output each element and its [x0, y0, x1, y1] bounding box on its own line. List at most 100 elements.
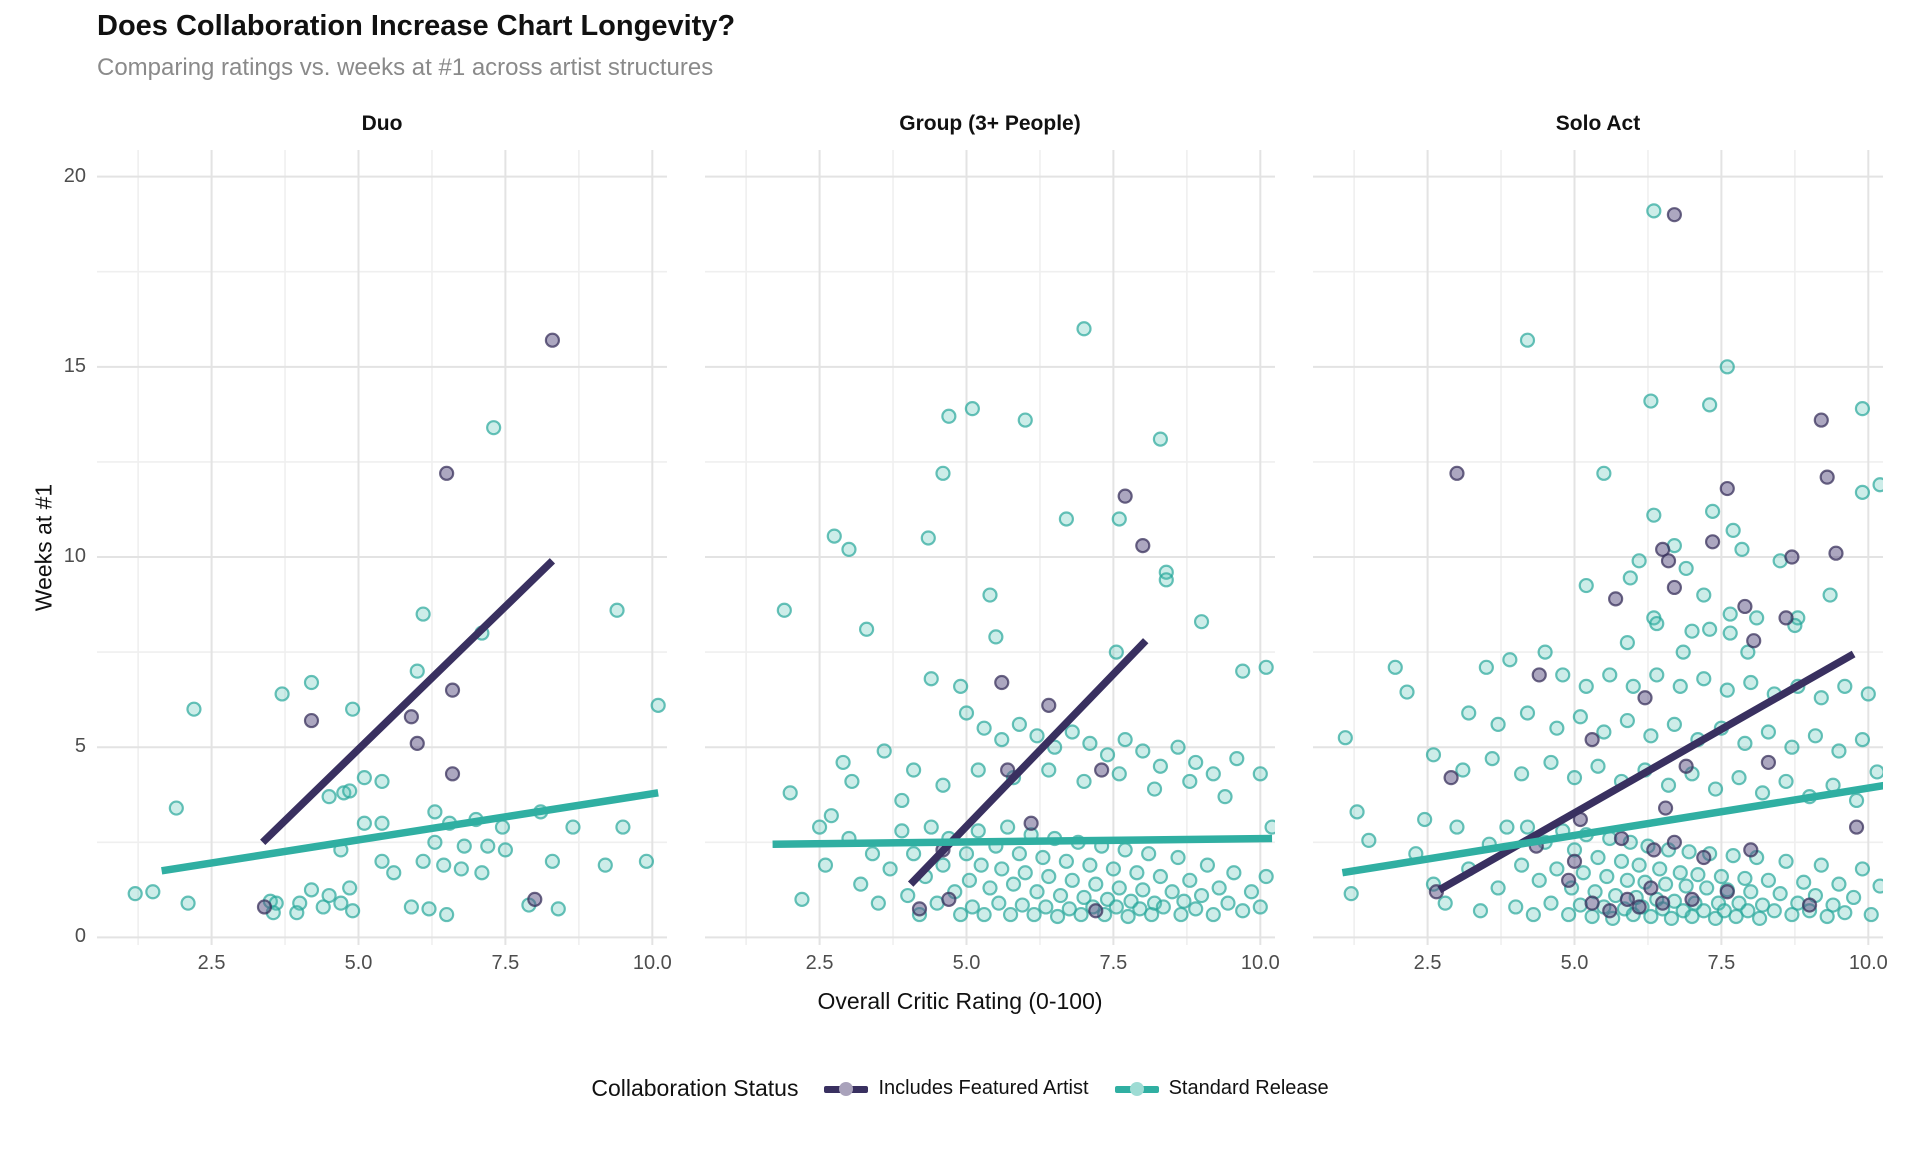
standard-release-point [1678, 878, 1694, 894]
standard-release-point [1217, 789, 1233, 805]
standard-release-point [1719, 359, 1735, 375]
standard-release-point [386, 865, 402, 881]
standard-release-point [1170, 849, 1186, 866]
standard-release-point [1813, 690, 1829, 706]
standard-release-point [794, 891, 810, 907]
standard-release-point [1105, 861, 1122, 877]
standard-release-point [1754, 897, 1771, 913]
standard-release-point [1578, 577, 1594, 594]
standard-release-point [1152, 758, 1169, 774]
standard-release-point [415, 853, 431, 869]
featured-artist-point [1602, 903, 1618, 919]
standard-release-point [1472, 903, 1489, 919]
standard-release-point [1643, 908, 1659, 925]
chart-subtitle: Comparing ratings vs. weeks at #1 across… [97, 54, 714, 81]
standard-release-point [415, 606, 431, 622]
standard-release-point [1387, 659, 1403, 675]
scatter-panel-duo [97, 150, 667, 945]
featured-artist-point [1646, 842, 1662, 858]
standard-release-point [494, 819, 511, 835]
standard-release-point [1743, 884, 1759, 900]
featured-artist-point [1637, 690, 1653, 706]
standard-release-point [1696, 903, 1712, 919]
standard-release-point [1537, 644, 1553, 660]
standard-release-point [1872, 878, 1888, 894]
standard-release-point [1129, 865, 1145, 881]
standard-release-point [1049, 908, 1066, 925]
standard-release-point [427, 804, 443, 820]
featured-artist-point [303, 712, 320, 729]
standard-release-point [321, 789, 337, 805]
standard-release-point [941, 408, 957, 424]
y-tick-label: 0 [74, 925, 86, 948]
scatter-panel-solo [1313, 150, 1888, 945]
standard-release-point [973, 857, 989, 873]
standard-release-point [1449, 819, 1465, 835]
standard-release-point [1041, 762, 1057, 778]
standard-release-point [1854, 731, 1871, 748]
standard-release-point [615, 819, 631, 835]
featured-artist-key-icon [824, 1076, 869, 1102]
standard-release-point [1120, 908, 1136, 925]
standard-release-point [1649, 667, 1665, 683]
standard-release-point [1622, 570, 1638, 586]
standard-release-point [1731, 770, 1747, 786]
standard-release-point [1076, 889, 1092, 906]
standard-release-point [923, 819, 939, 835]
featured-artist-point [1660, 553, 1677, 569]
standard-release-point [1531, 872, 1547, 888]
standard-release-point [1590, 758, 1606, 774]
facet-strip-duo: Duo [361, 112, 403, 135]
standard-release-point [1337, 730, 1353, 746]
standard-release-point [1561, 906, 1577, 923]
y-axis-title: Weeks at #1 [30, 483, 57, 612]
standard-release-point [1631, 857, 1647, 873]
standard-release-point [650, 697, 666, 713]
standard-release-point [906, 846, 922, 862]
standard-release-point [1155, 899, 1171, 915]
featured-artist-point [444, 766, 461, 782]
x-tick-label: 7.5 [1707, 952, 1736, 974]
standard-release-point [1707, 781, 1724, 797]
standard-release-point [1572, 709, 1588, 725]
featured-artist-point [1657, 800, 1674, 816]
standard-release-point [403, 899, 419, 915]
standard-release-point [1754, 785, 1771, 801]
featured-artist-point [1094, 762, 1110, 778]
standard-release-point [1399, 684, 1415, 700]
standard-release-point [1017, 865, 1033, 881]
standard-release-point [1672, 678, 1688, 694]
standard-release-point [1596, 465, 1612, 481]
featured-artist-point [1666, 207, 1682, 223]
standard-release-point [961, 872, 978, 888]
standard-release-point [289, 905, 305, 921]
standard-release-point [1478, 659, 1494, 675]
standard-release-point [638, 853, 655, 869]
standard-release-point [345, 903, 361, 919]
standard-release-point [864, 846, 881, 862]
standard-release-point [1170, 739, 1186, 755]
standard-release-point [1672, 865, 1688, 881]
y-tick-label: 5 [74, 735, 86, 758]
standard-release-point [1052, 887, 1069, 904]
featured-artist-point [256, 899, 273, 915]
x-tick-label: 2.5 [805, 952, 834, 974]
standard-release-point [1132, 901, 1148, 917]
standard-release-point [565, 819, 581, 835]
featured-artist-point [1117, 488, 1133, 504]
standard-release-point [1719, 682, 1735, 698]
standard-release-point [894, 823, 910, 839]
standard-release-point [1681, 844, 1697, 860]
standard-release-point [1188, 754, 1204, 771]
featured-artist-point [1655, 541, 1671, 558]
standard-release-point [1848, 792, 1865, 809]
x-axis-title: Overall Critic Rating (0-100) [817, 988, 1103, 1014]
featured-artist-point [1746, 633, 1762, 649]
standard-release-point [935, 465, 951, 481]
standard-release-point [1743, 674, 1759, 691]
featured-artist-point [1561, 872, 1577, 888]
standard-release-point [374, 815, 390, 831]
facet-strip-solo: Solo Act [1555, 112, 1641, 135]
standard-release-point [274, 686, 290, 702]
standard-release-point [1343, 886, 1359, 902]
